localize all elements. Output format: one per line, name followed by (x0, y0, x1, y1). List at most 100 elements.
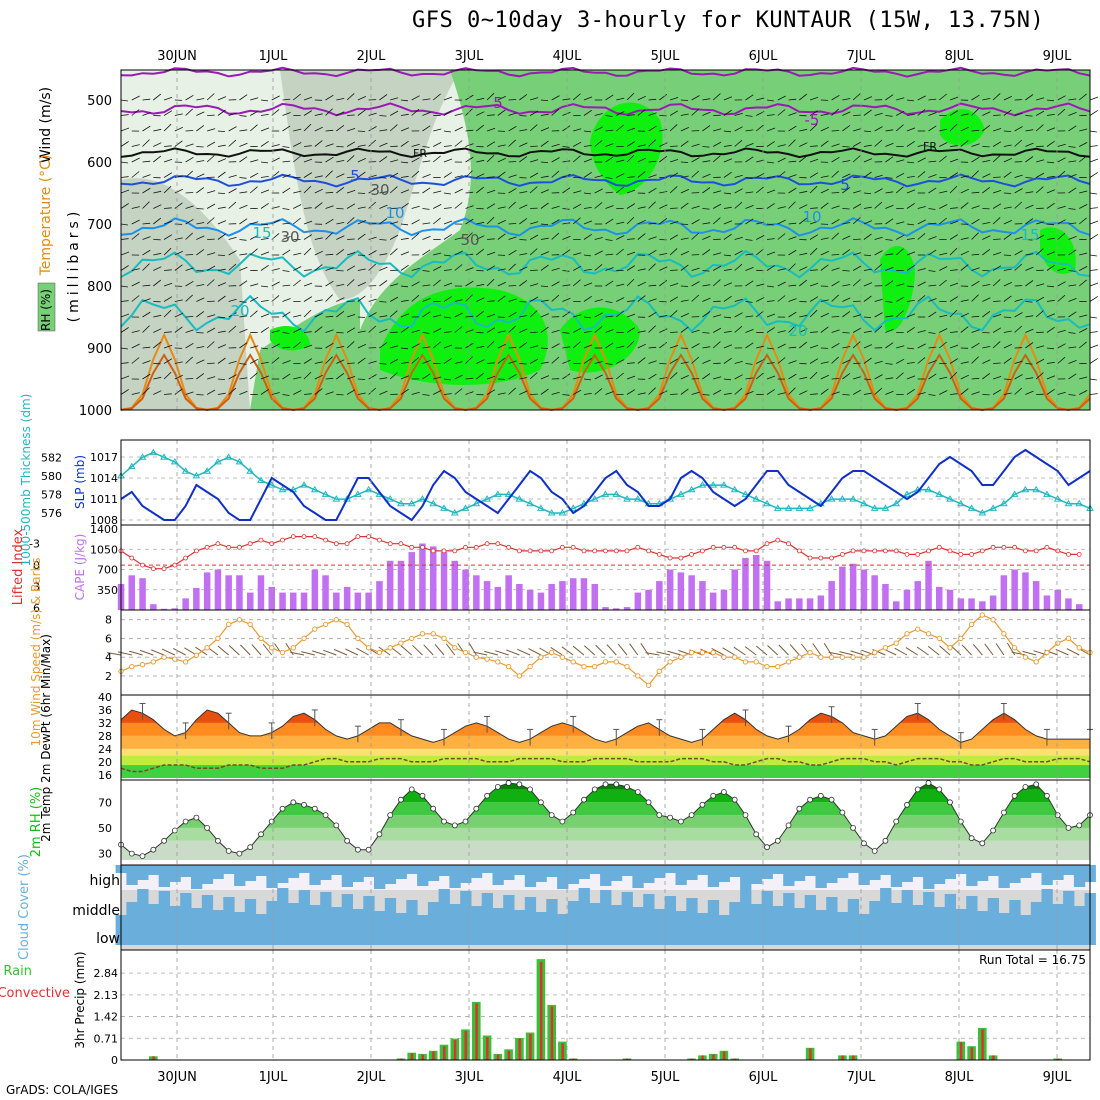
wind-barb (971, 218, 980, 225)
wind-barb (648, 346, 657, 349)
cloud-high-bar (244, 865, 257, 881)
wind-barb (1046, 99, 1055, 102)
cape-bar (1000, 575, 1008, 610)
wind-barb (454, 250, 463, 256)
date-label-top: 1JUL (259, 49, 289, 64)
wind-barb (540, 326, 549, 333)
lifted-index-point (333, 541, 339, 547)
wind-barb (443, 358, 452, 364)
wind-barb (239, 315, 248, 318)
wind-barb (142, 201, 150, 209)
wind-barb (1035, 234, 1045, 240)
wind-barb (745, 191, 754, 194)
wind-barb (1057, 356, 1066, 364)
wind-barb (379, 390, 388, 395)
wind-barb (971, 94, 980, 101)
precip-convective-bar (626, 1058, 629, 1060)
wind-barb (260, 347, 269, 350)
wind-barb (174, 264, 183, 271)
wind-barb-10m (828, 651, 843, 656)
wind-barb (400, 161, 409, 164)
wind-barb (939, 190, 948, 194)
cloud-mid-bar (858, 914, 870, 945)
wind-barb (734, 126, 743, 132)
pressure-tick: 800 (87, 280, 112, 295)
lifted-index-point (732, 544, 738, 550)
wind-barb (712, 265, 722, 271)
wind-barb (874, 201, 883, 209)
wind-barb (928, 112, 937, 116)
wind-barb (314, 237, 323, 240)
wind-barb (271, 144, 280, 147)
pressure-tick: 1000 (79, 404, 112, 419)
wind-barb (1068, 394, 1076, 396)
wind-barb (260, 99, 269, 102)
wind-barb (443, 296, 452, 302)
wind-barb (282, 311, 291, 318)
wind-barb (605, 280, 614, 287)
wind-barb (497, 343, 506, 349)
cloud-high-bar (675, 865, 687, 885)
wind-barb (680, 161, 689, 163)
thickness-marker (181, 467, 190, 474)
wind-barb (142, 373, 151, 380)
date-label-top: 7JUL (847, 49, 877, 64)
wind-barb (389, 296, 399, 302)
wind-barb (669, 310, 678, 318)
wind-barb (282, 98, 291, 101)
wind-barb (960, 202, 969, 209)
cloud-mid-bar (309, 905, 321, 945)
wind-barb (239, 204, 248, 209)
wind-barb (476, 310, 485, 318)
wind-barb (217, 96, 227, 101)
wind-barb (971, 232, 979, 240)
wind-barb (357, 316, 366, 318)
wind-barb (282, 112, 291, 116)
wind-barb (400, 99, 409, 102)
wind-barb (443, 145, 452, 147)
cape-bar (968, 598, 975, 610)
wind-barb (1089, 378, 1097, 381)
wind-barb (605, 363, 613, 365)
wind-barb (454, 237, 463, 240)
wind-barb (745, 129, 754, 132)
wind-barb (325, 280, 334, 287)
thickness-marker (1075, 499, 1084, 507)
wind-barb (1035, 296, 1045, 302)
wind-barb (368, 312, 377, 318)
wind-barb (497, 157, 506, 163)
wind-barb (723, 96, 733, 101)
wind-barb (443, 172, 452, 178)
wind-speed-point (398, 640, 404, 646)
thickness-marker (935, 490, 944, 497)
wind-barb (1036, 283, 1045, 287)
wind-barb (670, 145, 678, 147)
wind-barb (185, 232, 193, 240)
pressure-tick: 500 (87, 94, 112, 109)
wind-barb (863, 344, 873, 349)
wind-barb (368, 387, 377, 395)
wind-barb (282, 360, 291, 364)
dewpoint-line (120, 757, 1091, 773)
cloud-mid-bar (1009, 900, 1021, 945)
wind-barb-10m (995, 643, 1005, 656)
wind-barb-10m (789, 644, 800, 656)
wind-barb (390, 345, 399, 349)
rh-tick: 50 (98, 822, 112, 835)
rh-point (301, 801, 307, 808)
cape-bar (570, 578, 577, 610)
wind-barb (992, 203, 1002, 209)
precip-convective-bar (486, 1037, 489, 1060)
wind-barb (960, 326, 969, 333)
wind-barb-10m (755, 645, 768, 656)
wind-barb (120, 223, 128, 226)
panel-frame (120, 949, 1091, 1061)
wind-barb (949, 344, 959, 349)
wind-barb (659, 377, 668, 380)
wind-barb (1089, 158, 1099, 163)
cloud-mid-bar (686, 898, 698, 945)
cloud-high-bar (191, 865, 203, 889)
cloud-high-bar (621, 865, 633, 876)
wind-barb (917, 206, 926, 209)
wind-barb (120, 347, 128, 350)
